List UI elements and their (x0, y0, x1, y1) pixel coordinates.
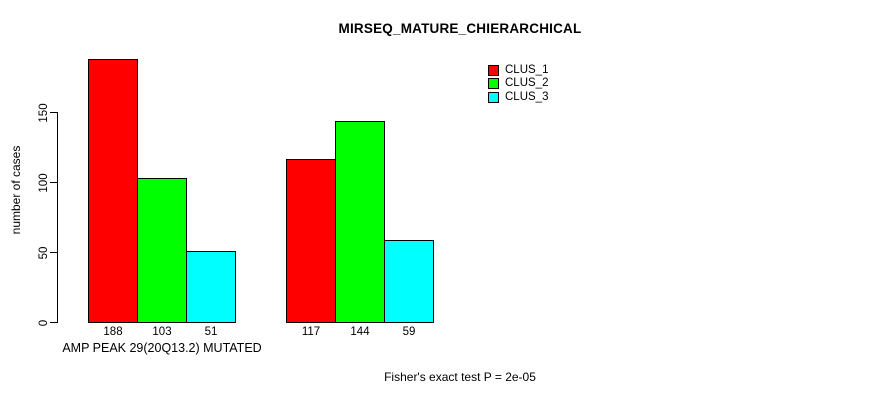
legend-swatch-clus-3-icon (488, 91, 499, 103)
y-axis-tick-label: 150 (38, 102, 50, 123)
y-axis-tick-label: 100 (38, 172, 50, 193)
bar-value-label: 188 (103, 326, 123, 338)
bar-clus_1 (88, 59, 138, 323)
bar-clus_1 (286, 159, 336, 323)
legend-item-clus-3: CLUS_3 (488, 91, 548, 104)
x-group-label: AMP PEAK 29(20Q13.2) MUTATED (62, 341, 262, 355)
legend-label: CLUS_2 (505, 77, 549, 90)
bar-value-label: 59 (402, 326, 416, 338)
y-axis-tick (50, 182, 57, 183)
y-axis-line (57, 112, 58, 323)
legend-swatch-clus-1-icon (488, 65, 499, 77)
bar-value-label: 117 (301, 326, 321, 338)
bar-value-label: 51 (204, 326, 218, 338)
legend: CLUS_1 CLUS_2 CLUS_3 (488, 64, 548, 104)
bar-clus_2 (335, 121, 385, 323)
bar-clus_3 (186, 251, 236, 323)
y-axis-tick (50, 322, 57, 323)
bar-clus_2 (137, 178, 187, 323)
chart-title: MIRSEQ_MATURE_CHIERARCHICAL (338, 21, 582, 36)
y-axis-tick (50, 112, 57, 113)
bar-value-label: 144 (350, 326, 370, 338)
y-axis-tick-label: 50 (38, 246, 50, 259)
y-axis-tick (50, 252, 57, 253)
bar-value-label: 103 (152, 326, 172, 338)
bar-clus_3 (384, 240, 434, 323)
legend-item-clus-1: CLUS_1 (488, 64, 548, 77)
legend-item-clus-2: CLUS_2 (488, 77, 548, 90)
fisher-test-footnote: Fisher's exact test P = 2e-05 (384, 370, 536, 384)
y-axis-tick-label: 0 (38, 319, 50, 326)
legend-label: CLUS_3 (505, 90, 549, 103)
legend-swatch-clus-2-icon (488, 78, 499, 90)
legend-label: CLUS_1 (505, 64, 549, 77)
